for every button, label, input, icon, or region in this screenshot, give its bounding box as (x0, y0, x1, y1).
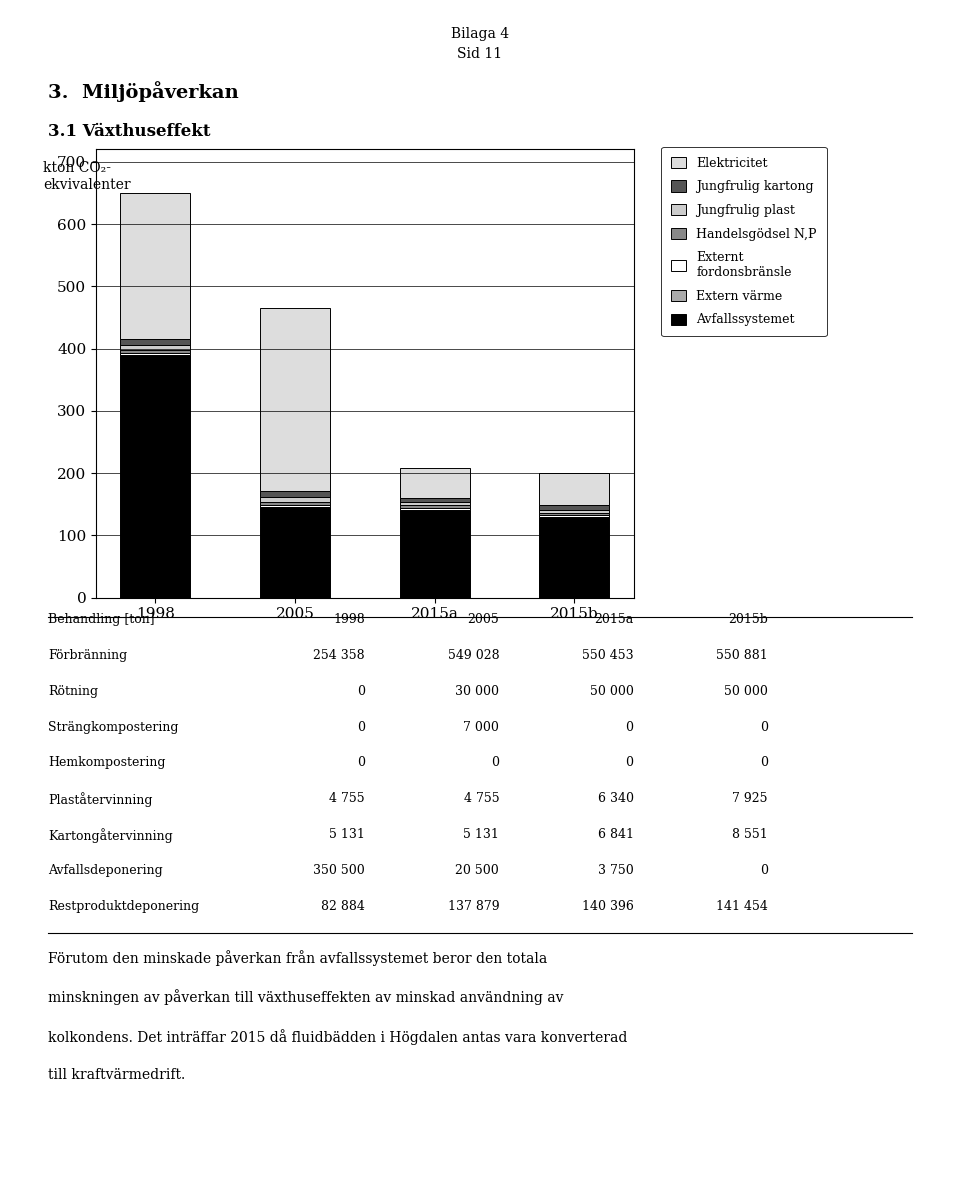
Text: 6 841: 6 841 (597, 828, 634, 841)
Text: 0: 0 (760, 721, 768, 734)
Bar (399, 505, 469, 509)
Text: kton CO₂-
ekvivalenter: kton CO₂- ekvivalenter (43, 161, 131, 191)
Text: Förutom den minskade påverkan från avfallssystemet beror den totala: Förutom den minskade påverkan från avfal… (48, 950, 547, 966)
Text: 0: 0 (357, 685, 365, 698)
Text: 82 884: 82 884 (321, 900, 365, 913)
Text: 550 453: 550 453 (582, 649, 634, 662)
Bar (540, 505, 610, 510)
Bar (540, 516, 610, 598)
Text: 30 000: 30 000 (455, 685, 499, 698)
Legend: Elektricitet, Jungfrulig kartong, Jungfrulig plast, Handelsgödsel N,P, Externt
f: Elektricitet, Jungfrulig kartong, Jungfr… (661, 147, 827, 337)
Text: 0: 0 (357, 756, 365, 770)
Bar (399, 510, 469, 598)
Bar (260, 497, 330, 502)
Text: 4 755: 4 755 (464, 792, 499, 805)
Text: 5 131: 5 131 (464, 828, 499, 841)
Text: 3 750: 3 750 (598, 864, 634, 877)
Bar (540, 515, 610, 516)
Bar (540, 473, 610, 505)
Text: 0: 0 (626, 756, 634, 770)
Text: Restproduktdeponering: Restproduktdeponering (48, 900, 200, 913)
Bar (120, 338, 190, 345)
Bar (120, 345, 190, 350)
Bar (260, 505, 330, 507)
Bar (120, 355, 190, 598)
Text: 140 396: 140 396 (582, 900, 634, 913)
Text: 50 000: 50 000 (589, 685, 634, 698)
Text: 20 500: 20 500 (455, 864, 499, 877)
Text: minskningen av påverkan till växthuseffekten av minskad användning av: minskningen av påverkan till växthuseffe… (48, 989, 564, 1005)
Text: 0: 0 (492, 756, 499, 770)
Text: Strängkompostering: Strängkompostering (48, 721, 179, 734)
Text: 7 000: 7 000 (464, 721, 499, 734)
Text: Bilaga 4: Bilaga 4 (451, 27, 509, 42)
Bar (260, 308, 330, 491)
Text: 141 454: 141 454 (716, 900, 768, 913)
Text: Hemkompostering: Hemkompostering (48, 756, 165, 770)
Bar (399, 509, 469, 510)
Text: 0: 0 (626, 721, 634, 734)
Text: 7 925: 7 925 (732, 792, 768, 805)
Bar (120, 192, 190, 338)
Text: kolkondens. Det inträffar 2015 då fluidbädden i Högdalen antas vara konverterad: kolkondens. Det inträffar 2015 då fluidb… (48, 1029, 628, 1044)
Text: Sid 11: Sid 11 (457, 47, 503, 61)
Text: 1998: 1998 (333, 613, 365, 626)
Text: Behandling [ton]: Behandling [ton] (48, 613, 155, 626)
Text: 2015a: 2015a (594, 613, 634, 626)
Bar (260, 507, 330, 598)
Text: 549 028: 549 028 (447, 649, 499, 662)
Bar (260, 502, 330, 505)
Text: 137 879: 137 879 (447, 900, 499, 913)
Bar (120, 353, 190, 355)
Bar (540, 513, 610, 515)
Text: 5 131: 5 131 (329, 828, 365, 841)
Text: 4 755: 4 755 (329, 792, 365, 805)
Text: Kartongåtervinning: Kartongåtervinning (48, 828, 173, 842)
Bar (260, 491, 330, 497)
Text: Avfallsdeponering: Avfallsdeponering (48, 864, 163, 877)
Text: 0: 0 (760, 864, 768, 877)
Text: 8 551: 8 551 (732, 828, 768, 841)
Text: 50 000: 50 000 (724, 685, 768, 698)
Bar (399, 468, 469, 498)
Text: 550 881: 550 881 (716, 649, 768, 662)
Text: 350 500: 350 500 (313, 864, 365, 877)
Text: 254 358: 254 358 (313, 649, 365, 662)
Bar (120, 350, 190, 353)
Text: 3.1 Växthuseffekt: 3.1 Växthuseffekt (48, 123, 210, 140)
Text: 0: 0 (357, 721, 365, 734)
Text: 3.  Miljöpåverkan: 3. Miljöpåverkan (48, 81, 239, 103)
Text: 6 340: 6 340 (597, 792, 634, 805)
Text: Plaståtervinning: Plaståtervinning (48, 792, 153, 807)
Bar (399, 498, 469, 502)
Text: 0: 0 (760, 756, 768, 770)
Text: till kraftvärmedrift.: till kraftvärmedrift. (48, 1068, 185, 1083)
Text: Förbränning: Förbränning (48, 649, 128, 662)
Bar (540, 510, 610, 513)
Text: Rötning: Rötning (48, 685, 98, 698)
Text: 2015b: 2015b (728, 613, 768, 626)
Bar (399, 502, 469, 505)
Text: 2005: 2005 (468, 613, 499, 626)
